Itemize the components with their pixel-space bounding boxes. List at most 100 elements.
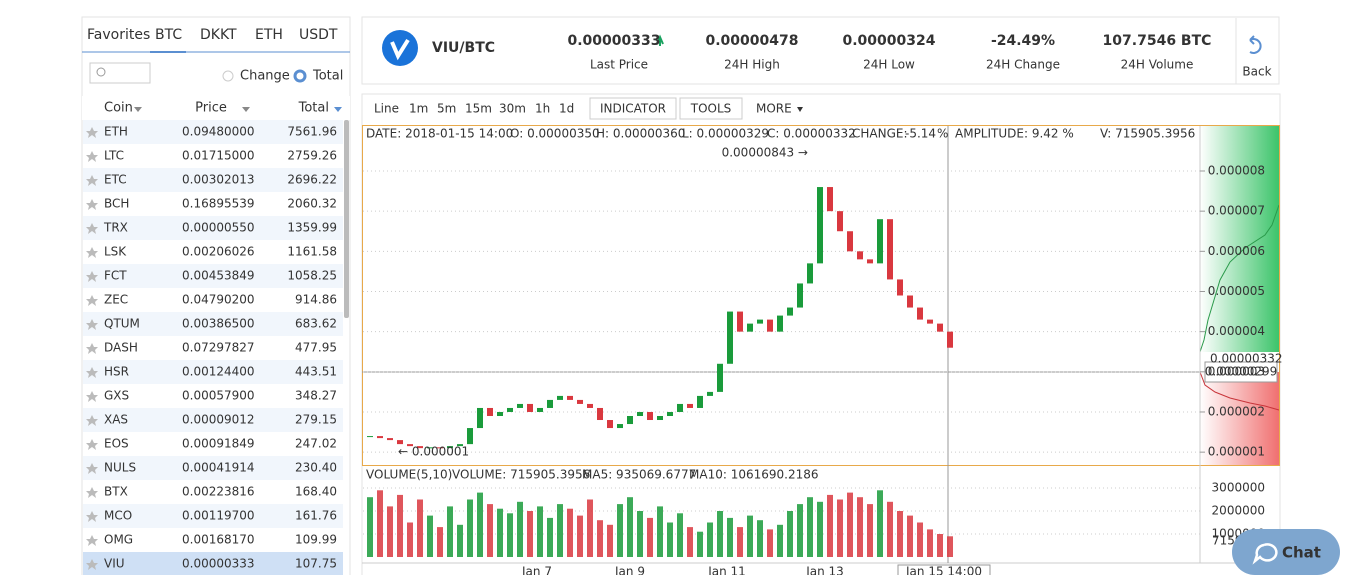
tool-button[interactable]: MORE [756,102,792,116]
star-icon[interactable] [86,295,98,306]
radio[interactable] [222,70,234,82]
column-header[interactable]: Total [298,101,329,116]
coin-row[interactable] [83,288,343,312]
tool-button[interactable]: INDICATOR [600,102,666,116]
interval[interactable]: 15m [465,102,492,116]
chat-label[interactable]: Chat [1282,544,1321,562]
coin-row[interactable] [83,552,343,575]
volume-bar [427,515,433,557]
star-icon[interactable] [86,511,98,522]
coin-row[interactable] [83,408,343,432]
interval[interactable]: 1m [409,102,428,116]
radio[interactable] [293,69,307,83]
volume-bar [777,524,783,557]
coin-total: 2759.26 [287,149,337,163]
star-icon[interactable] [86,319,98,330]
coin-row[interactable] [83,384,343,408]
coin-row[interactable] [83,240,343,264]
volume-bar [937,534,943,557]
candle-body [477,407,483,429]
coin-row[interactable] [83,504,343,528]
volume-bar [857,497,863,557]
tab[interactable]: USDT [299,27,338,43]
button-frame[interactable] [589,97,677,120]
coin-row[interactable] [83,192,343,216]
volume-bar [847,492,853,557]
interval[interactable]: 1d [559,102,574,116]
chat-button[interactable] [1232,529,1340,575]
star-icon[interactable] [86,175,98,186]
coin-row[interactable] [83,264,343,288]
coin-row[interactable] [83,480,343,504]
coin-name: LTC [104,149,124,163]
candle-body [517,403,523,408]
tab[interactable]: DKKT [200,27,237,43]
star-icon[interactable] [86,439,98,450]
coin-row[interactable] [83,456,343,480]
volume-bar [767,529,773,557]
coin-row[interactable] [83,528,343,552]
star-icon[interactable] [86,199,98,210]
interval[interactable]: 30m [499,102,526,116]
column-header[interactable]: Coin [104,101,133,116]
tab[interactable]: ETH [255,27,283,43]
annotation: 0.00000332 [1210,352,1283,366]
coin-row[interactable] [83,120,343,144]
star-icon[interactable] [86,535,98,546]
coin-row[interactable] [83,336,343,360]
back-icon[interactable] [1249,35,1262,54]
interval[interactable]: 5m [437,102,456,116]
coin-row[interactable] [83,360,343,384]
star-icon[interactable] [86,247,98,258]
candle-body [377,436,383,439]
tab[interactable]: BTC [155,27,182,43]
star-icon[interactable] [86,463,98,474]
coin-row[interactable] [83,144,343,168]
tab[interactable]: Favorites [87,27,150,43]
coin-price: 0.00206026 [182,245,255,259]
coin-row[interactable] [83,432,343,456]
stat-value: 0.00000324 [843,33,936,49]
column-header[interactable]: Price [195,101,227,116]
candle-body [857,251,863,260]
star-icon[interactable] [86,151,98,162]
star-icon[interactable] [86,415,98,426]
y2-tick-label: 2000000 [1212,504,1265,518]
back-link[interactable]: Back [1242,65,1271,79]
volume-bar [757,520,763,557]
volume-bar [737,527,743,557]
star-icon[interactable] [86,367,98,378]
candle-body [927,319,933,324]
volume-bar [697,531,703,557]
volume-info: MA5: 935069.6777 [582,468,696,482]
star-icon[interactable] [86,487,98,498]
coin-name: FCT [104,269,127,283]
candle-body [647,411,653,421]
candle-body [687,403,693,408]
volume-bar [487,504,493,557]
candle-body [887,219,893,280]
coin-total: 7561.96 [287,125,337,139]
candle-body [527,403,533,412]
search-box[interactable] [89,62,151,84]
coin-price: 0.00009012 [182,413,255,427]
button-frame[interactable] [679,97,743,120]
coin-name: NULS [104,461,136,475]
star-icon[interactable] [86,223,98,234]
coin-name: BCH [104,197,129,211]
tool-button[interactable]: TOOLS [690,102,732,116]
volume-bar [547,517,553,557]
interval[interactable]: 1h [535,102,550,116]
coin-row[interactable] [83,168,343,192]
star-icon[interactable] [86,127,98,138]
coin-row[interactable] [83,216,343,240]
interval[interactable]: Line [374,102,399,116]
coin-price: 0.01715000 [182,149,255,163]
scrollbar[interactable] [344,120,349,318]
star-icon[interactable] [86,559,98,570]
star-icon[interactable] [86,343,98,354]
coin-row[interactable] [83,312,343,336]
star-icon[interactable] [86,391,98,402]
star-icon[interactable] [86,271,98,282]
candle-body [707,391,713,396]
